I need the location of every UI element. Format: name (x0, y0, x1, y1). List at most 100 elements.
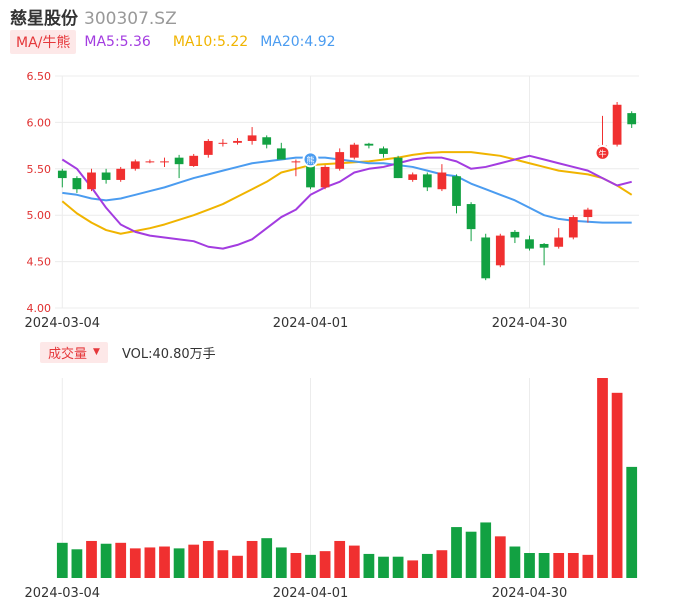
stock-name: 慈星股份 (10, 9, 78, 29)
candle-body (481, 237, 491, 279)
signal-marker-label: 熊 (307, 155, 315, 165)
y-tick-label: 5.50 (27, 163, 52, 176)
caret-down-icon: ▼ (93, 347, 100, 357)
candle-body (320, 166, 330, 188)
volume-bar (56, 542, 68, 578)
signal-marker (302, 151, 319, 168)
candle-body (364, 143, 374, 146)
volume-dropdown-label: 成交量 (48, 346, 88, 362)
volume-bar (305, 554, 316, 578)
candle-body (306, 163, 315, 188)
candle-body (291, 161, 301, 163)
volume-bar (290, 553, 302, 578)
x-tick-label: 2024-04-01 (273, 316, 349, 331)
candle-body (554, 237, 564, 247)
volume-bar (202, 540, 214, 578)
y-tick-label: 4.00 (27, 302, 52, 315)
ma20-legend: MA20:4.92 (260, 34, 336, 50)
volume-bar (407, 560, 419, 578)
volume-indicator-dropdown[interactable]: 成交量 ▼ (40, 341, 108, 363)
ma-legend: MA/牛熊 MA5:5.36 MA10:5.22 MA20:4.92 (10, 30, 336, 54)
candle-body (408, 174, 418, 180)
volume-bar (319, 551, 331, 578)
ma5-legend: MA5:5.36 (84, 34, 151, 50)
volume-bar (582, 554, 594, 578)
ma10-legend: MA10:5.22 (172, 34, 249, 50)
volume-bar (188, 544, 200, 578)
volume-bar (509, 546, 521, 578)
candle-body (218, 142, 228, 144)
ma5-line (61, 154, 632, 250)
signal-marker (594, 144, 611, 161)
volume-bar (71, 549, 83, 578)
candle-body (160, 161, 169, 163)
y-tick-label: 6.50 (27, 70, 52, 83)
volume-bar (538, 553, 550, 578)
volume-bar (626, 466, 638, 578)
candle-body (203, 140, 213, 155)
volume-bar (115, 542, 127, 578)
volume-bar (261, 538, 273, 578)
volume-bar (392, 556, 404, 578)
candle-body (627, 113, 637, 125)
x-tick-label: 2024-04-30 (492, 316, 568, 331)
y-tick-label: 4.50 (27, 256, 52, 269)
volume-bar (159, 546, 170, 578)
volume-bar (597, 378, 608, 578)
candle-body (174, 157, 184, 165)
candle-body (130, 161, 140, 169)
candle-body (393, 157, 403, 179)
volume-bar (275, 547, 287, 578)
volume-bar (334, 540, 346, 578)
candle-body (437, 172, 447, 190)
candle-body (568, 217, 578, 238)
candle-body (57, 170, 67, 179)
candle-body (379, 148, 388, 154)
candle-body (466, 204, 476, 230)
x-tick-label: 2024-03-04 (25, 586, 101, 601)
stock-header: 慈星股份 300307.SZ (10, 4, 177, 29)
volume-bar (480, 522, 492, 578)
volume-bar (363, 553, 375, 578)
volume-bar (436, 550, 448, 578)
candle-body (276, 148, 286, 160)
candle-body (116, 168, 126, 180)
volume-bar (553, 553, 565, 578)
candle-body (510, 231, 520, 238)
volume-bar (232, 555, 243, 578)
volume-value: VOL:40.80万手 (121, 346, 216, 362)
candle-body (583, 209, 593, 218)
candle-body (101, 172, 111, 180)
volume-bar (217, 550, 229, 578)
candle-body (495, 235, 505, 266)
volume-bar (173, 548, 185, 578)
volume-bar (611, 392, 623, 578)
x-tick-label: 2024-03-04 (25, 316, 101, 331)
volume-legend: 成交量 ▼ VOL:40.80万手 (40, 341, 216, 363)
stock-code: 300307.SZ (84, 9, 177, 29)
candle-body (87, 172, 96, 190)
candle-body (262, 137, 272, 145)
candle-body (422, 174, 432, 188)
candle-body (247, 135, 257, 141)
volume-bar (100, 543, 112, 578)
y-tick-label: 5.00 (27, 209, 52, 222)
volume-bar (421, 553, 433, 578)
candle-body (335, 152, 345, 169)
volume-bar (524, 553, 535, 578)
signal-marker-label: 牛 (599, 148, 607, 158)
x-tick-label: 2024-04-30 (492, 586, 568, 601)
volume-bar (567, 553, 579, 578)
volume-bar (246, 540, 258, 578)
volume-bar (465, 531, 477, 578)
volume-bar (86, 540, 97, 578)
volume-bar (144, 547, 156, 578)
candle-body (452, 176, 461, 206)
ma10-line (61, 151, 633, 235)
volume-bar (348, 545, 360, 578)
volume-bar (378, 556, 389, 578)
volume-bar (494, 536, 506, 578)
ma-toggle-button[interactable]: MA/牛熊 (10, 30, 77, 54)
x-tick-label: 2024-04-01 (273, 586, 349, 601)
